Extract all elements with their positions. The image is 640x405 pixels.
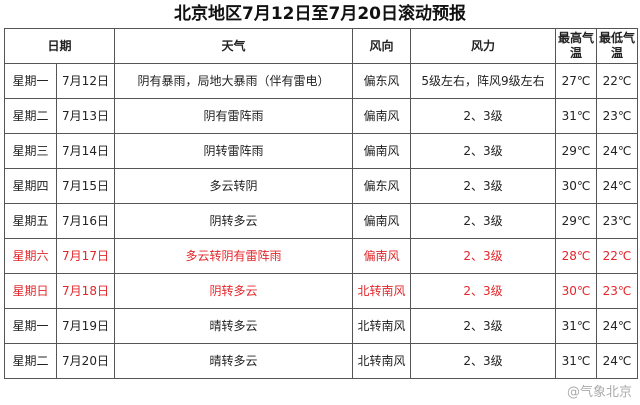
cell-date: 7月13日 (55, 98, 116, 134)
table-row: 星期一 7月12日 阴有暴雨，局地大暴雨（伴有雷电） 偏东风 5级左右，阵风9级左右 27… (4, 63, 639, 99)
cell-high: 31℃ (555, 98, 598, 134)
cell-weather: 阴转多云 (114, 273, 354, 309)
cell-wind-dir: 偏南风 (352, 98, 412, 134)
cell-wind-dir: 偏南风 (352, 203, 412, 239)
cell-day: 星期六 (4, 238, 57, 274)
table-row: 星期四 7月15日 多云转阴 偏东风 2、3级 30℃ 24℃ (4, 168, 639, 204)
header-row: 日期 天气 风向 风力 最高气温 最低气温 (3, 28, 639, 64)
cell-wind-force: 2、3级 (410, 343, 557, 379)
cell-day: 星期二 (4, 343, 57, 379)
cell-weather: 阴有雷阵雨 (114, 98, 354, 134)
header-high: 最高气温 (555, 28, 598, 64)
cell-high: 31℃ (555, 308, 598, 344)
cell-low: 23℃ (596, 98, 639, 134)
table-row: 星期五 7月16日 阴转多云 偏南风 2、3级 29℃ 23℃ (4, 203, 639, 239)
header-date: 日期 (3, 28, 116, 64)
table-row: 星期日 7月18日 阴转多云 北转南风 2、3级 30℃ 23℃ (4, 273, 639, 309)
cell-high: 29℃ (555, 133, 598, 169)
table-row: 星期二 7月13日 阴有雷阵雨 偏南风 2、3级 31℃ 23℃ (4, 98, 639, 134)
cell-date: 7月15日 (55, 168, 116, 204)
header-weather: 天气 (114, 28, 354, 64)
cell-low: 23℃ (596, 273, 639, 309)
forecast-table: 日期 天气 风向 风力 最高气温 最低气温 星期一 7月12日 阴有暴雨，局地大暴雨… (3, 28, 639, 379)
cell-high: 29℃ (555, 203, 598, 239)
cell-weather: 晴转多云 (114, 343, 354, 379)
cell-low: 24℃ (596, 308, 639, 344)
cell-day: 星期四 (4, 168, 57, 204)
cell-date: 7月16日 (55, 203, 116, 239)
cell-high: 27℃ (555, 63, 598, 99)
cell-high: 31℃ (555, 343, 598, 379)
cell-wind-dir: 北转南风 (352, 273, 412, 309)
header-wind-force: 风力 (410, 28, 557, 64)
cell-day: 星期五 (4, 203, 57, 239)
cell-wind-dir: 偏南风 (352, 133, 412, 169)
cell-weather: 多云转阴有雷阵雨 (114, 238, 354, 274)
cell-weather: 晴转多云 (114, 308, 354, 344)
cell-date: 7月18日 (55, 273, 116, 309)
header-wind-dir: 风向 (352, 28, 412, 64)
cell-wind-dir: 北转南风 (352, 308, 412, 344)
cell-wind-force: 2、3级 (410, 308, 557, 344)
cell-weather: 阴转雷阵雨 (114, 133, 354, 169)
cell-wind-force: 2、3级 (410, 203, 557, 239)
cell-day: 星期二 (4, 98, 57, 134)
cell-wind-force: 2、3级 (410, 238, 557, 274)
cell-wind-dir: 偏东风 (352, 63, 412, 99)
watermark: @气象北京 (566, 385, 632, 400)
cell-wind-force: 2、3级 (410, 273, 557, 309)
cell-date: 7月19日 (55, 308, 116, 344)
cell-high: 30℃ (555, 168, 598, 204)
cell-date: 7月20日 (55, 343, 116, 379)
cell-wind-force: 5级左右，阵风9级左右 (410, 63, 557, 99)
table-row: 星期一 7月19日 晴转多云 北转南风 2、3级 31℃ 24℃ (4, 308, 639, 344)
cell-wind-dir: 北转南风 (352, 343, 412, 379)
page-title: 北京地区7月12日至7月20日滚动预报 (174, 4, 466, 24)
cell-wind-force: 2、3级 (410, 98, 557, 134)
cell-day: 星期一 (4, 63, 57, 99)
cell-day: 星期日 (4, 273, 57, 309)
cell-wind-force: 2、3级 (410, 133, 557, 169)
cell-low: 22℃ (596, 238, 639, 274)
table-row: 星期六 7月17日 多云转阴有雷阵雨 偏南风 2、3级 28℃ 22℃ (4, 238, 639, 274)
cell-low: 24℃ (596, 343, 639, 379)
cell-weather: 多云转阴 (114, 168, 354, 204)
cell-day: 星期三 (4, 133, 57, 169)
cell-date: 7月17日 (55, 238, 116, 274)
table-row: 星期三 7月14日 阴转雷阵雨 偏南风 2、3级 29℃ 24℃ (4, 133, 639, 169)
cell-date: 7月14日 (55, 133, 116, 169)
cell-high: 30℃ (555, 273, 598, 309)
cell-weather: 阴有暴雨，局地大暴雨（伴有雷电） (114, 63, 354, 99)
header-low: 最低气温 (596, 28, 639, 64)
cell-weather: 阴转多云 (114, 203, 354, 239)
cell-low: 22℃ (596, 63, 639, 99)
cell-low: 24℃ (596, 168, 639, 204)
cell-wind-force: 2、3级 (410, 168, 557, 204)
cell-day: 星期一 (4, 308, 57, 344)
cell-low: 23℃ (596, 203, 639, 239)
cell-wind-dir: 偏南风 (352, 238, 412, 274)
cell-high: 28℃ (555, 238, 598, 274)
cell-date: 7月12日 (55, 63, 116, 99)
cell-wind-dir: 偏东风 (352, 168, 412, 204)
cell-low: 24℃ (596, 133, 639, 169)
table-row: 星期二 7月20日 晴转多云 北转南风 2、3级 31℃ 24℃ (4, 343, 639, 379)
